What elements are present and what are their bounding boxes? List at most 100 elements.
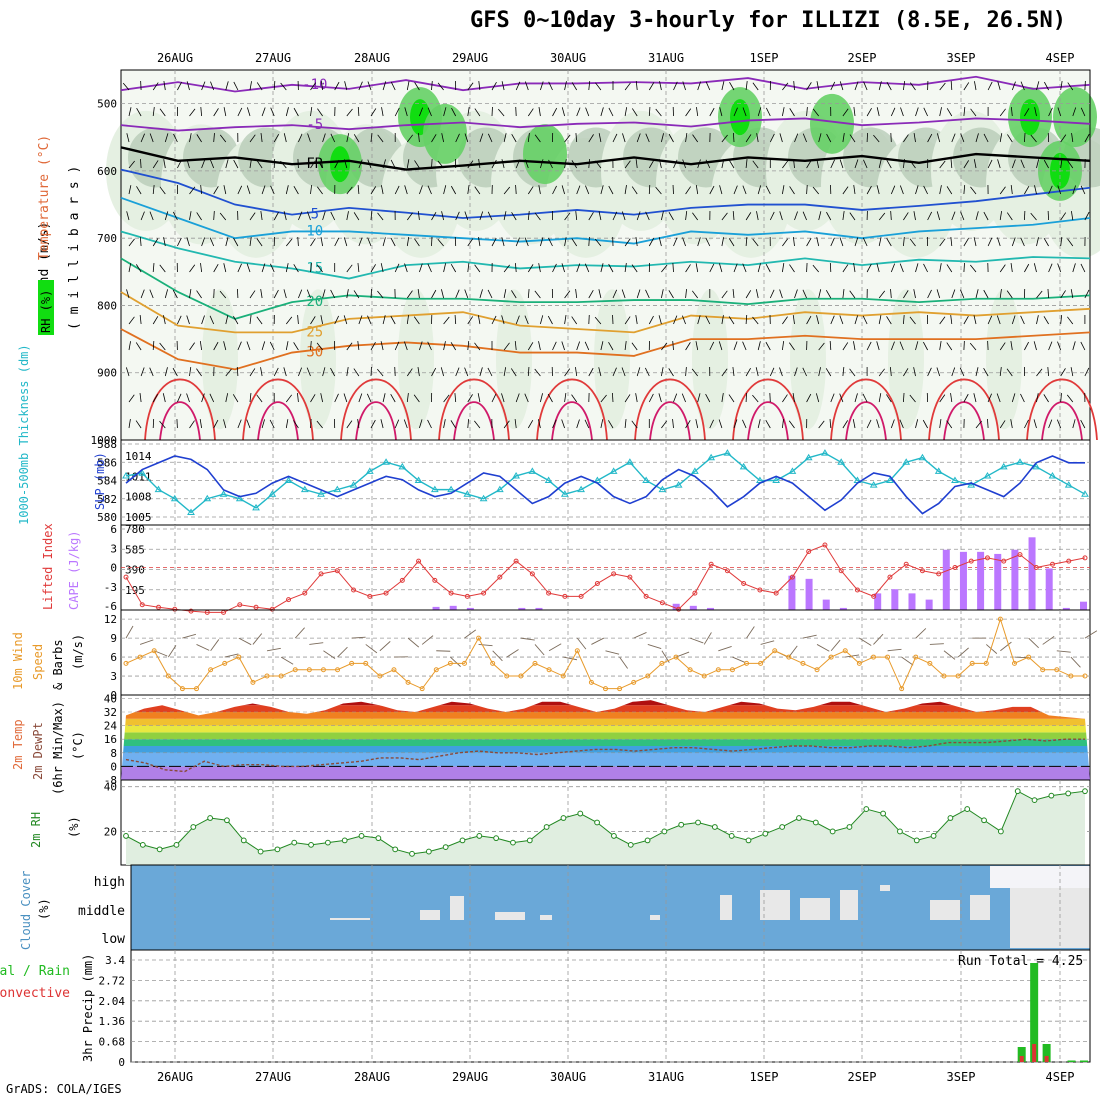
- lifted-tick-label: -6: [104, 600, 117, 613]
- cloud-segment: [970, 895, 990, 920]
- rh2m-marker: [813, 820, 818, 825]
- wind-barb-10m: [873, 634, 883, 644]
- precip-convective-bar: [1032, 1044, 1036, 1062]
- wind-barb-10m: [888, 649, 902, 650]
- rh2m-tick-label: 20: [104, 825, 117, 838]
- rh2m-axis-label: 2m RH: [29, 812, 43, 848]
- temperature-band: [121, 732, 1090, 739]
- day-label-bottom: 4SEP: [1046, 1070, 1075, 1084]
- wind-barb-10m: [126, 626, 133, 638]
- rh2m-marker: [645, 838, 650, 843]
- cape-bar: [891, 589, 898, 610]
- wind-barb-10m: [140, 640, 153, 645]
- rh2m-marker: [275, 847, 280, 852]
- rh2m-marker: [494, 836, 499, 841]
- pressure-tick-label: 600: [97, 165, 117, 178]
- wind10m-axis-label-2: Speed: [31, 644, 45, 680]
- wind-barb-10m: [732, 657, 745, 662]
- cape-bar: [690, 606, 697, 610]
- cape-tick-label: 390: [125, 564, 145, 577]
- day-label-bottom: 2SEP: [848, 1070, 877, 1084]
- cape-bar: [1080, 602, 1087, 610]
- rh2m-marker: [225, 818, 230, 823]
- panel-frame: [121, 610, 1090, 695]
- precip-axis-label: 3hr Precip (mm): [81, 954, 95, 1062]
- temp-tick-label: 0: [110, 760, 117, 773]
- pressure-tick-label: 800: [97, 299, 117, 312]
- rh2m-marker: [443, 845, 448, 850]
- temperature-contour-label: 5: [311, 207, 319, 223]
- wind-barb-10m: [182, 634, 195, 638]
- rh-blob-low: [202, 289, 238, 429]
- cloud-tick-middle: middle: [78, 904, 125, 919]
- wind-barb-10m: [1085, 631, 1097, 638]
- rh2m-axis-unit: (%): [67, 816, 81, 838]
- rh2m-marker: [292, 840, 297, 845]
- rh2m-marker: [729, 834, 734, 839]
- rh2m-marker: [679, 822, 684, 827]
- rh2m-tick-label: 40: [104, 781, 117, 794]
- wind-barb-10m: [295, 628, 304, 638]
- cape-bar: [806, 579, 813, 610]
- cloud-tick-low: low: [102, 932, 126, 947]
- cloud-segment: [880, 885, 890, 891]
- temperature-contour-label: -10: [302, 77, 327, 93]
- temp-tick-label: 8: [110, 747, 117, 760]
- cape-bar: [926, 600, 933, 610]
- slp-tick-label: 1014: [125, 450, 152, 463]
- temp-axis-label-1: 2m Temp: [11, 719, 25, 770]
- wind-barb-10m: [338, 647, 348, 657]
- wind-barb-10m: [634, 632, 647, 638]
- rh2m-marker: [898, 829, 903, 834]
- millibars-axis-label: ( m i l l i b a r s ): [67, 166, 82, 330]
- rh-blob-low: [692, 289, 728, 429]
- wind-barb-10m: [1029, 638, 1039, 648]
- lifted-index-line: [126, 545, 1085, 612]
- rh2m-marker: [746, 838, 751, 843]
- precip-tick-label: 2.04: [99, 995, 126, 1008]
- cloud-tick-high: high: [94, 875, 125, 890]
- temp-tick-label: 24: [104, 720, 118, 733]
- wind-barb-10m: [944, 651, 955, 660]
- thickness-tick-label: 588: [97, 438, 117, 451]
- wind-barb-10m: [352, 637, 366, 638]
- cape-axis-label: CAPE (J/kg): [67, 531, 81, 610]
- rh2m-marker: [309, 842, 314, 847]
- wind-barb-10m: [563, 657, 577, 660]
- rh2m-marker: [208, 816, 213, 821]
- precip-tick-label: 0.68: [99, 1036, 126, 1049]
- temperature-band: [121, 712, 1090, 719]
- precip-tick-label: 2.72: [99, 974, 126, 987]
- cloud-segment: [720, 895, 732, 920]
- wind-barb-10m: [535, 644, 544, 655]
- rh2m-marker: [864, 807, 869, 812]
- cloud-axis-label: Cloud Cover: [19, 871, 33, 950]
- cloud-segment: [1015, 935, 1029, 947]
- rh2m-marker: [511, 840, 516, 845]
- rh2m-marker: [1032, 798, 1037, 803]
- cape-bar: [908, 593, 915, 610]
- rh2m-marker: [241, 838, 246, 843]
- wind-barb-10m: [267, 648, 281, 650]
- day-label-top: 1SEP: [750, 51, 779, 65]
- wind-barb-10m: [859, 638, 871, 645]
- panel-frame: [121, 440, 1090, 525]
- rh2m-marker: [595, 820, 600, 825]
- wind-barb-10m: [197, 644, 210, 650]
- rh2m-marker: [1049, 793, 1054, 798]
- precip-convective-label: Convective: [0, 986, 70, 1001]
- lifted-tick-label: -3: [104, 581, 117, 594]
- day-label-bottom: 29AUG: [452, 1070, 488, 1084]
- lifted-tick-label: 3: [110, 542, 117, 555]
- precip-total-label: Total / Rain: [0, 964, 70, 979]
- thickness-axis-label: 1000-500mb Thickness (dm): [17, 344, 31, 525]
- wind-barb-10m: [803, 635, 817, 638]
- cape-tick-label: 195: [125, 584, 145, 597]
- temp-axis-label-4: (°C): [71, 731, 85, 760]
- day-label-bottom: 1SEP: [750, 1070, 779, 1084]
- rh-blob-green: [523, 124, 567, 184]
- day-label-top: 29AUG: [452, 51, 488, 65]
- day-label-top: 3SEP: [947, 51, 976, 65]
- wind-barb-10m: [831, 640, 840, 651]
